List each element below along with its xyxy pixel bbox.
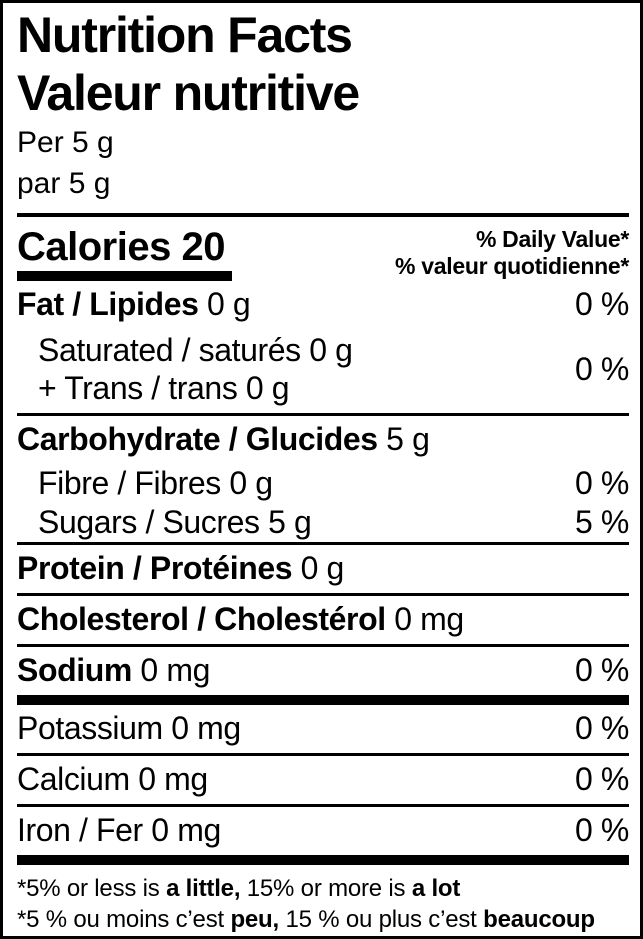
calories-block: Calories 20	[17, 225, 232, 281]
nutrient-name: Sodium 0 mg	[17, 652, 210, 688]
nutrient-name: Iron / Fer 0 mg	[17, 812, 221, 848]
nutrient-row-sugars: Sugars / Sucres 5 g 5 %	[17, 503, 629, 542]
nutrient-percent: 0 %	[575, 812, 629, 848]
nutrient-name: Saturated / saturés 0 g + Trans / trans 0…	[38, 332, 353, 406]
calories-value: Calories 20	[17, 225, 232, 269]
header-divider	[17, 213, 629, 217]
footnote-line-fr: *5 % ou moins c’est peu, 15 % ou plus c’…	[17, 906, 595, 933]
nutrient-name: Carbohydrate / Glucides 5 g	[17, 421, 430, 457]
daily-value-en: % Daily Value*	[475, 226, 629, 252]
nutrient-percent: 0 %	[575, 465, 629, 501]
serving-size-en: Per 5 g	[17, 126, 114, 159]
nutrient-row-cholesterol: Cholesterol / Cholestérol 0 mg	[17, 593, 629, 644]
nutrient-name: Protein / Protéines 0 g	[17, 550, 344, 586]
nutrient-row-iron: Iron / Fer 0 mg 0 %	[17, 804, 629, 855]
nutrient-row-saturated-trans: Saturated / saturés 0 g + Trans / trans 0…	[17, 329, 629, 413]
serving-size-fr: par 5 g	[17, 167, 111, 200]
nutrient-row-protein: Protein / Protéines 0 g	[17, 542, 629, 593]
nutrient-rows: Fat / Lipides 0 g 0 % Saturated / saturés …	[17, 281, 629, 855]
nutrient-row-fibre: Fibre / Fibres 0 g 0 %	[17, 464, 629, 503]
daily-value-fr: % valeur quotidienne*	[395, 253, 629, 279]
nutrient-name: Fibre / Fibres 0 g	[38, 465, 273, 501]
calories-number: 20	[181, 225, 225, 269]
nutrient-percent: 0 %	[575, 286, 629, 322]
nutrient-percent: 0 %	[575, 761, 629, 797]
nutrient-row-calcium: Calcium 0 mg 0 %	[17, 753, 629, 804]
nutrient-row-carbohydrate: Carbohydrate / Glucides 5 g	[17, 413, 629, 464]
nutrient-percent: 5 %	[575, 504, 629, 540]
nutrient-percent: 0 %	[575, 710, 629, 746]
nutrient-percent: 0 %	[575, 350, 629, 387]
daily-value-header: % Daily Value* % valeur quotidienne*	[395, 226, 629, 281]
nutrient-percent: 0 %	[575, 652, 629, 688]
footnote-line-en: *5% or less is a little, 15% or more is …	[17, 875, 461, 902]
calories-underline	[17, 271, 232, 281]
label-header: Nutrition Facts Valeur nutritive Per 5 g…	[17, 6, 629, 204]
nutrient-name: Sugars / Sucres 5 g	[38, 504, 312, 540]
nutrient-name: Calcium 0 mg	[17, 761, 208, 797]
title-fr: Valeur nutritive	[17, 65, 360, 121]
footnote: *5% or less is a little, 15% or more is …	[17, 855, 629, 935]
nutrient-name: Potassium 0 mg	[17, 710, 241, 746]
nutrient-row-fat: Fat / Lipides 0 g 0 %	[17, 281, 629, 329]
calories-section: Calories 20 % Daily Value* % valeur quot…	[17, 217, 629, 281]
nutrient-row-sodium: Sodium 0 mg 0 %	[17, 644, 629, 695]
nutrient-name: Cholesterol / Cholestérol 0 mg	[17, 601, 464, 637]
calories-label: Calories	[17, 225, 171, 269]
nutrient-row-potassium: Potassium 0 mg 0 %	[17, 695, 629, 753]
title-en: Nutrition Facts	[17, 7, 353, 63]
nutrient-name: Fat / Lipides 0 g	[17, 286, 251, 322]
